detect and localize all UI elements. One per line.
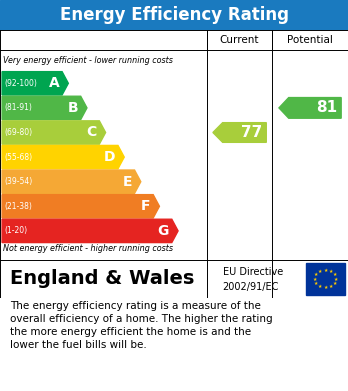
Text: (81-91): (81-91) bbox=[5, 103, 32, 112]
Text: (21-38): (21-38) bbox=[5, 202, 32, 211]
Text: ★: ★ bbox=[329, 284, 333, 289]
Bar bbox=[306, 263, 345, 295]
Text: ★: ★ bbox=[318, 269, 322, 274]
Polygon shape bbox=[279, 98, 341, 118]
Text: ★: ★ bbox=[332, 272, 337, 277]
Text: Potential: Potential bbox=[287, 35, 333, 45]
Text: C: C bbox=[86, 126, 96, 140]
Text: Current: Current bbox=[220, 35, 259, 45]
Text: ★: ★ bbox=[314, 272, 318, 277]
Text: ★: ★ bbox=[313, 276, 317, 282]
Text: Very energy efficient - lower running costs: Very energy efficient - lower running co… bbox=[3, 56, 173, 65]
Text: ★: ★ bbox=[318, 284, 322, 289]
Text: 81: 81 bbox=[316, 100, 337, 115]
Polygon shape bbox=[2, 121, 105, 144]
Text: ★: ★ bbox=[314, 281, 318, 286]
Text: (69-80): (69-80) bbox=[5, 128, 33, 137]
Text: 2002/91/EC: 2002/91/EC bbox=[223, 282, 279, 292]
Polygon shape bbox=[2, 195, 159, 218]
Text: Energy Efficiency Rating: Energy Efficiency Rating bbox=[60, 6, 288, 24]
Text: England & Wales: England & Wales bbox=[10, 269, 195, 289]
Text: E: E bbox=[122, 175, 132, 189]
Text: G: G bbox=[158, 224, 169, 238]
Polygon shape bbox=[2, 96, 87, 120]
Text: The energy efficiency rating is a measure of the
overall efficiency of a home. T: The energy efficiency rating is a measur… bbox=[10, 301, 273, 350]
Text: ★: ★ bbox=[329, 269, 333, 274]
Text: EU Directive: EU Directive bbox=[223, 267, 283, 277]
Text: A: A bbox=[48, 76, 59, 90]
Polygon shape bbox=[2, 145, 124, 169]
Polygon shape bbox=[213, 123, 266, 142]
Text: ★: ★ bbox=[323, 267, 327, 273]
Text: ★: ★ bbox=[334, 276, 338, 282]
Text: ★: ★ bbox=[323, 285, 327, 291]
Text: (1-20): (1-20) bbox=[5, 226, 27, 235]
Text: B: B bbox=[67, 101, 78, 115]
Text: Not energy efficient - higher running costs: Not energy efficient - higher running co… bbox=[3, 244, 174, 253]
Text: D: D bbox=[104, 150, 115, 164]
Text: (39-54): (39-54) bbox=[5, 177, 33, 186]
Text: (92-100): (92-100) bbox=[5, 79, 37, 88]
Polygon shape bbox=[2, 219, 178, 242]
Text: ★: ★ bbox=[332, 281, 337, 286]
Polygon shape bbox=[2, 72, 68, 95]
Polygon shape bbox=[2, 170, 141, 194]
Text: F: F bbox=[141, 199, 150, 213]
Text: (55-68): (55-68) bbox=[5, 152, 33, 161]
Text: 77: 77 bbox=[241, 125, 262, 140]
